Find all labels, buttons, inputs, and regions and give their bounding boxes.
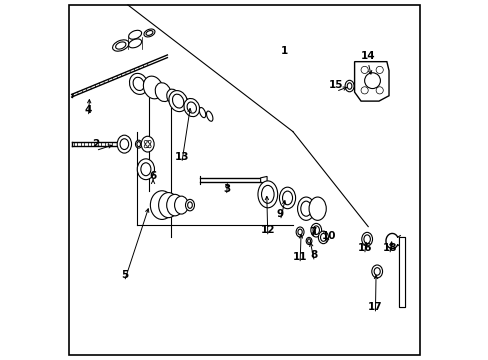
- Ellipse shape: [345, 80, 353, 92]
- Ellipse shape: [363, 235, 369, 243]
- Ellipse shape: [312, 226, 319, 234]
- Ellipse shape: [115, 42, 125, 49]
- Ellipse shape: [310, 224, 321, 237]
- Circle shape: [148, 145, 151, 148]
- Ellipse shape: [117, 135, 131, 153]
- Ellipse shape: [187, 102, 196, 113]
- Text: 13: 13: [174, 152, 188, 162]
- Text: 10: 10: [321, 231, 335, 240]
- Ellipse shape: [297, 197, 314, 220]
- Ellipse shape: [143, 76, 163, 99]
- Ellipse shape: [174, 196, 188, 214]
- Polygon shape: [260, 176, 266, 184]
- Text: 6: 6: [149, 171, 156, 181]
- Text: 15: 15: [328, 80, 343, 90]
- Ellipse shape: [135, 140, 142, 148]
- Ellipse shape: [308, 197, 325, 220]
- Ellipse shape: [168, 91, 187, 112]
- Ellipse shape: [318, 231, 328, 244]
- Text: 5: 5: [121, 270, 128, 280]
- Polygon shape: [354, 62, 388, 101]
- Text: 14: 14: [360, 51, 375, 61]
- Ellipse shape: [128, 30, 142, 39]
- Ellipse shape: [199, 108, 205, 118]
- Ellipse shape: [279, 187, 295, 209]
- Text: 9: 9: [276, 209, 284, 219]
- Ellipse shape: [307, 239, 310, 243]
- Bar: [399, 237, 405, 307]
- Ellipse shape: [258, 181, 277, 208]
- Ellipse shape: [137, 141, 140, 147]
- Ellipse shape: [183, 99, 199, 117]
- Ellipse shape: [112, 40, 129, 51]
- Ellipse shape: [346, 83, 351, 89]
- Ellipse shape: [155, 83, 171, 102]
- Ellipse shape: [120, 139, 128, 149]
- Ellipse shape: [296, 227, 304, 237]
- Circle shape: [364, 73, 380, 89]
- Ellipse shape: [297, 229, 302, 235]
- Ellipse shape: [166, 89, 179, 104]
- Text: 1: 1: [280, 46, 287, 56]
- Ellipse shape: [206, 111, 212, 121]
- Ellipse shape: [185, 199, 194, 211]
- Ellipse shape: [166, 194, 183, 216]
- Ellipse shape: [187, 202, 192, 208]
- Ellipse shape: [128, 39, 142, 48]
- Text: 3: 3: [223, 184, 230, 194]
- Text: 16: 16: [357, 243, 371, 253]
- Ellipse shape: [371, 265, 382, 278]
- Text: 18: 18: [382, 243, 396, 253]
- Text: 17: 17: [367, 302, 382, 312]
- Circle shape: [144, 145, 147, 148]
- Ellipse shape: [150, 191, 173, 220]
- Text: 4: 4: [84, 105, 92, 115]
- Ellipse shape: [361, 232, 372, 246]
- Ellipse shape: [146, 31, 153, 35]
- Text: 2: 2: [92, 139, 99, 149]
- Circle shape: [360, 66, 367, 73]
- Ellipse shape: [305, 237, 311, 244]
- Circle shape: [360, 87, 367, 94]
- Ellipse shape: [145, 141, 150, 147]
- Ellipse shape: [172, 94, 183, 108]
- Ellipse shape: [133, 77, 144, 90]
- Text: 7: 7: [308, 227, 316, 237]
- Ellipse shape: [158, 193, 178, 218]
- Bar: [399, 237, 405, 307]
- Ellipse shape: [137, 159, 154, 180]
- Circle shape: [148, 140, 151, 143]
- Bar: [402, 237, 405, 307]
- Ellipse shape: [320, 233, 325, 241]
- Circle shape: [375, 66, 383, 73]
- Ellipse shape: [261, 185, 274, 203]
- Ellipse shape: [373, 268, 380, 275]
- Ellipse shape: [300, 201, 311, 216]
- Ellipse shape: [141, 163, 151, 176]
- Ellipse shape: [141, 136, 154, 152]
- Ellipse shape: [282, 191, 292, 205]
- Ellipse shape: [143, 29, 155, 37]
- Text: 11: 11: [292, 252, 306, 262]
- Circle shape: [144, 140, 147, 143]
- Circle shape: [375, 87, 383, 94]
- Text: 12: 12: [260, 225, 274, 235]
- Ellipse shape: [178, 95, 188, 107]
- Ellipse shape: [129, 73, 148, 94]
- Text: 8: 8: [310, 250, 317, 260]
